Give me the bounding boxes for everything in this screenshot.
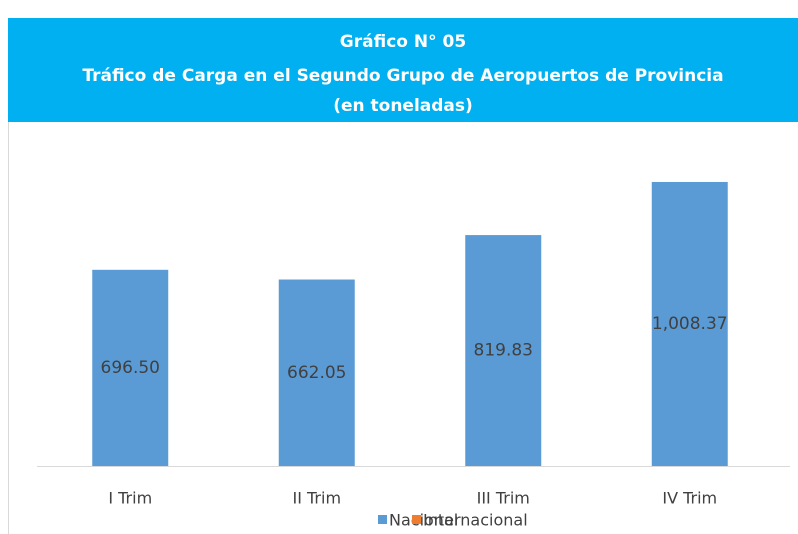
chart-title: Gráfico N° 05 — [340, 32, 466, 52]
bar — [278, 279, 355, 466]
legend-swatch — [412, 515, 421, 524]
x-tick-label: I Trim — [108, 489, 152, 508]
chart-title: Tráfico de Carga en el Segundo Grupo de … — [82, 66, 723, 86]
bar — [92, 269, 169, 466]
data-label: 1,008.37 — [652, 314, 728, 334]
x-tick-label: III Trim — [477, 489, 530, 508]
x-tick-label: II Trim — [292, 489, 341, 508]
legend-swatch — [378, 515, 387, 524]
bar — [465, 235, 542, 466]
title-banner — [8, 18, 798, 122]
legend-label: Nacional — [389, 511, 458, 530]
chart-title: (en toneladas) — [333, 96, 473, 116]
bar — [651, 181, 728, 467]
x-tick-label: IV Trim — [662, 489, 717, 508]
data-label: 662.05 — [287, 363, 346, 383]
data-label: 819.83 — [474, 341, 533, 361]
data-label: 696.50 — [101, 358, 160, 378]
legend-label: Internacional — [423, 511, 528, 530]
